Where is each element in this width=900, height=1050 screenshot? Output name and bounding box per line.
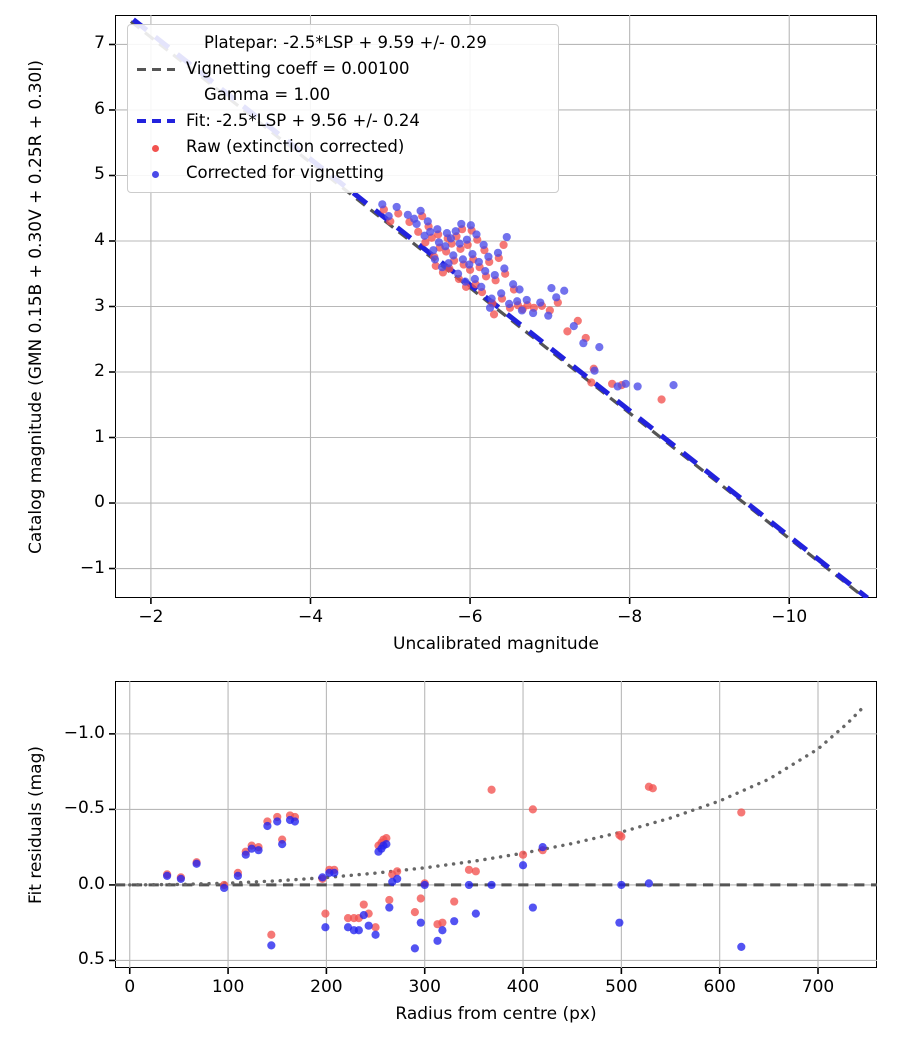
x-tick-label: 300	[408, 977, 441, 997]
bottom-x-axis-label: Radius from centre (px)	[395, 1004, 597, 1024]
scatter-series	[163, 815, 746, 953]
y-tick-label: 4	[94, 229, 105, 250]
y-tick-label: 0.0	[77, 873, 105, 894]
legend-handle-dot-red	[135, 134, 177, 160]
top-x-axis-label: Uncalibrated magnitude	[393, 634, 599, 654]
x-tick-label: −10	[771, 607, 808, 627]
bottom-y-axis-label: Fit residuals (mag)	[26, 745, 46, 904]
y-tick-label: 0	[94, 492, 105, 513]
legend-label-fit: Fit: -2.5*LSP + 9.56 +/- 0.24	[186, 111, 420, 130]
y-tick-label: 6	[94, 98, 105, 119]
plot-line-platepar	[129, 20, 867, 598]
x-tick-label: −8	[617, 607, 643, 627]
x-tick-label: 600	[703, 977, 736, 997]
plot-legend: Platepar: -2.5*LSP + 9.59 +/- 0.29 Vigne…	[127, 24, 559, 193]
scatter-series	[378, 200, 678, 391]
x-tick-label: 100	[211, 977, 245, 997]
x-tick-label: 200	[310, 977, 343, 997]
legend-entry-platepar: Platepar: -2.5*LSP + 9.59 +/- 0.29	[135, 30, 550, 56]
legend-handle-dot-blue	[135, 160, 177, 186]
legend-label-platepar: Platepar: -2.5*LSP + 9.59 +/- 0.29	[204, 33, 487, 52]
legend-label-vignetting-coeff: Vignetting coeff = 0.00100	[186, 59, 410, 78]
legend-label-raw: Raw (extinction corrected)	[186, 137, 405, 156]
x-tick-label: 0	[124, 977, 136, 997]
x-tick-label: −4	[297, 607, 324, 627]
y-tick-label: 2	[94, 361, 105, 381]
y-tick-label: 0.5	[77, 949, 105, 970]
legend-handle-dashed-gray	[135, 56, 177, 82]
x-tick-label: −6	[457, 607, 483, 627]
y-tick-label: 3	[94, 295, 105, 316]
x-tick-label: 400	[506, 977, 540, 997]
legend-handle-dashed-blue	[135, 108, 177, 134]
legend-label-corrected: Corrected for vignetting	[186, 163, 384, 182]
x-tick-label: −2	[138, 607, 164, 627]
y-tick-label: −1	[79, 557, 105, 578]
legend-entry-fit: Fit: -2.5*LSP + 9.56 +/- 0.24	[135, 108, 550, 134]
legend-entry-corrected: Corrected for vignetting	[135, 160, 550, 186]
legend-label-gamma: Gamma = 1.00	[204, 85, 331, 104]
y-tick-label: 5	[94, 164, 105, 185]
y-tick-label: −0.5	[63, 798, 105, 819]
fit-residuals-plot	[115, 681, 877, 968]
y-tick-label: 7	[94, 33, 105, 54]
x-tick-label: 500	[605, 977, 638, 997]
y-tick-label: 1	[94, 426, 105, 447]
scatter-series	[163, 782, 746, 939]
y-tick-label: −1.0	[63, 722, 105, 743]
legend-entry-raw: Raw (extinction corrected)	[135, 134, 550, 160]
plot-line-vignetting-curve	[128, 706, 864, 887]
x-tick-label: 700	[801, 977, 835, 997]
legend-entry-gamma: Gamma = 1.00	[135, 82, 550, 108]
legend-entry-vignetting-coeff: Vignetting coeff = 0.00100	[135, 56, 550, 82]
